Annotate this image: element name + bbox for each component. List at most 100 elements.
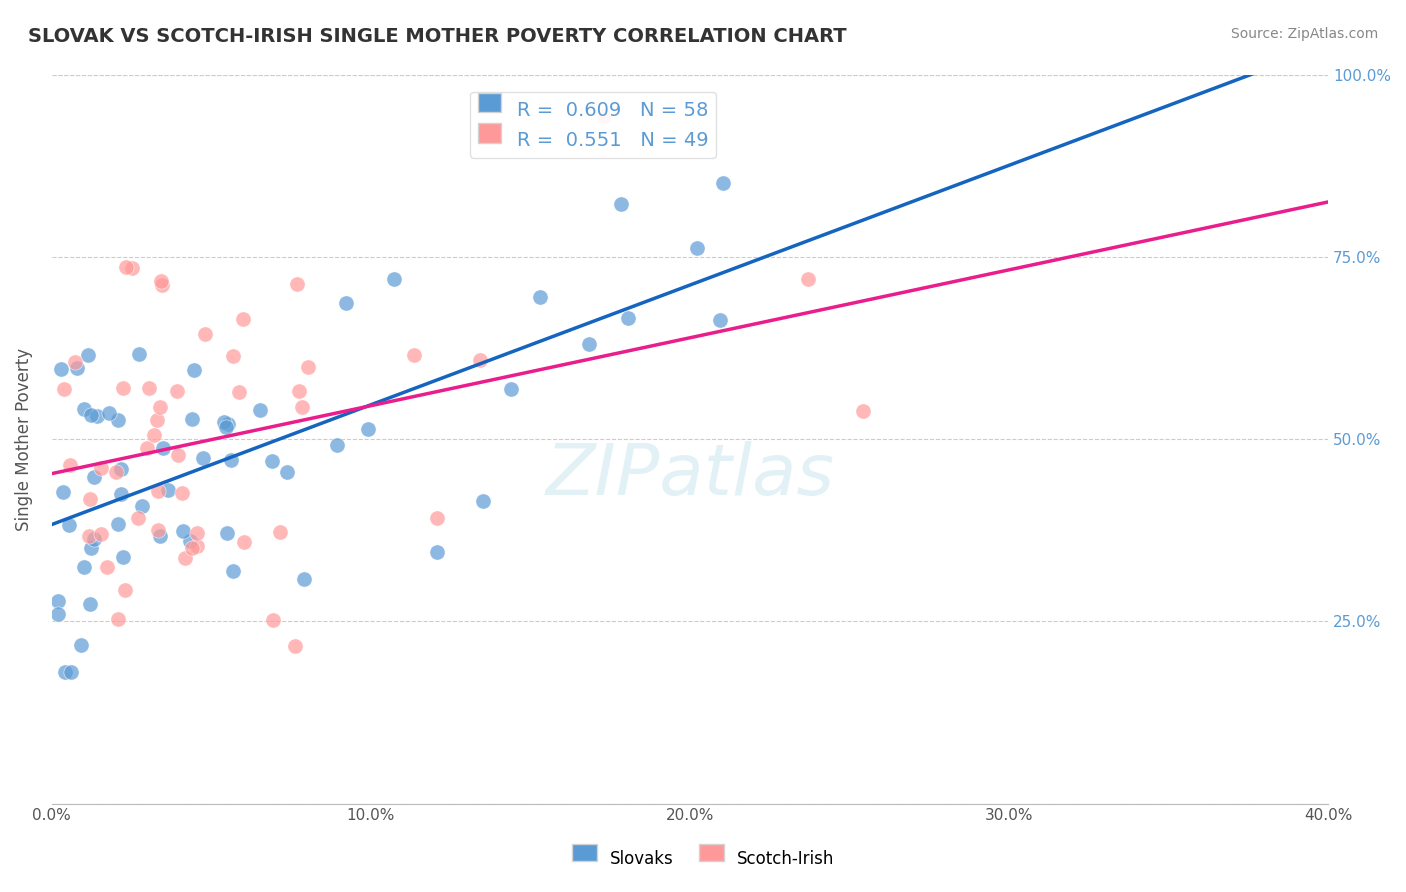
Point xyxy=(79,492,101,507)
Point xyxy=(297,360,319,375)
Point xyxy=(149,529,172,543)
Point xyxy=(357,422,380,436)
Point xyxy=(66,361,89,376)
Point xyxy=(115,260,138,274)
Point xyxy=(146,413,169,427)
Point xyxy=(215,526,238,541)
Point xyxy=(262,454,284,468)
Point xyxy=(181,541,204,556)
Point xyxy=(79,541,101,556)
Point xyxy=(107,516,129,531)
Point xyxy=(276,465,298,479)
Point xyxy=(86,409,108,424)
Point xyxy=(215,420,238,434)
Point xyxy=(83,470,105,484)
Point xyxy=(110,461,132,475)
Point xyxy=(183,363,205,377)
Point xyxy=(233,534,256,549)
Point xyxy=(143,428,166,442)
Legend: R =  0.609   N = 58, R =  0.551   N = 49: R = 0.609 N = 58, R = 0.551 N = 49 xyxy=(470,92,716,158)
Point xyxy=(149,273,172,287)
Y-axis label: Single Mother Poverty: Single Mother Poverty xyxy=(15,348,32,531)
Point xyxy=(501,382,523,396)
Point xyxy=(127,511,149,525)
Point xyxy=(222,564,245,578)
Point xyxy=(136,441,159,455)
Point xyxy=(110,486,132,500)
Point xyxy=(59,458,82,472)
Point xyxy=(578,337,600,351)
Text: Source: ZipAtlas.com: Source: ZipAtlas.com xyxy=(1230,27,1378,41)
Point xyxy=(285,277,308,292)
Point xyxy=(79,597,101,611)
Point xyxy=(382,272,405,286)
Point xyxy=(287,384,309,398)
Point xyxy=(80,409,103,423)
Point xyxy=(77,528,100,542)
Point xyxy=(52,382,75,396)
Point xyxy=(228,385,250,400)
Point xyxy=(219,453,242,467)
Point xyxy=(269,524,291,539)
Point xyxy=(186,540,208,554)
Point xyxy=(90,526,112,541)
Point xyxy=(121,260,143,275)
Point xyxy=(470,353,492,368)
Point xyxy=(98,406,121,420)
Point xyxy=(709,313,731,327)
Point xyxy=(53,665,76,680)
Point xyxy=(107,413,129,427)
Point xyxy=(284,640,307,654)
Point xyxy=(711,176,734,190)
Point xyxy=(221,349,243,363)
Point xyxy=(146,483,169,498)
Point xyxy=(152,441,174,455)
Point xyxy=(686,241,709,255)
Point xyxy=(193,450,215,465)
Point xyxy=(138,380,160,394)
Point xyxy=(529,290,551,304)
Point xyxy=(166,384,188,399)
Point xyxy=(852,404,875,418)
Point xyxy=(48,607,70,621)
Point xyxy=(170,486,193,500)
Text: SLOVAK VS SCOTCH-IRISH SINGLE MOTHER POVERTY CORRELATION CHART: SLOVAK VS SCOTCH-IRISH SINGLE MOTHER POV… xyxy=(28,27,846,45)
Point xyxy=(49,361,72,376)
Point xyxy=(73,560,96,574)
Point xyxy=(112,550,135,565)
Point xyxy=(131,500,153,514)
Point xyxy=(128,347,150,361)
Point xyxy=(797,272,820,286)
Point xyxy=(112,381,135,395)
Point xyxy=(52,485,75,500)
Point xyxy=(69,638,91,652)
Point xyxy=(73,401,96,416)
Point xyxy=(60,665,83,680)
Point xyxy=(426,545,449,559)
Point xyxy=(181,412,204,426)
Point xyxy=(114,582,136,597)
Point xyxy=(262,613,284,627)
Point xyxy=(150,277,173,292)
Point xyxy=(83,533,105,547)
Point xyxy=(172,524,194,538)
Text: ZIPatlas: ZIPatlas xyxy=(546,441,834,510)
Point xyxy=(194,327,217,342)
Point xyxy=(157,483,180,498)
Point xyxy=(292,572,315,586)
Point xyxy=(617,310,640,325)
Point xyxy=(58,517,80,532)
Point xyxy=(149,400,172,414)
Point xyxy=(146,523,169,537)
Legend: Slovaks, Scotch-Irish: Slovaks, Scotch-Irish xyxy=(565,843,841,875)
Point xyxy=(404,348,426,362)
Point xyxy=(179,533,201,548)
Point xyxy=(167,448,190,462)
Point xyxy=(107,612,129,626)
Point xyxy=(46,593,69,607)
Point xyxy=(471,494,494,508)
Point xyxy=(212,415,235,429)
Point xyxy=(326,438,349,452)
Point xyxy=(76,348,98,362)
Point xyxy=(593,109,616,123)
